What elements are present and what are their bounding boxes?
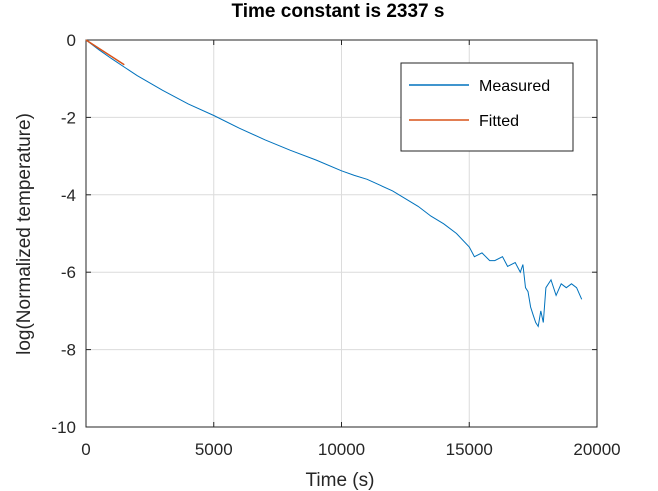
- legend: Measured Fitted: [400, 62, 574, 152]
- series-measured-line: [85, 39, 583, 328]
- x-tick-label: 20000: [573, 440, 620, 459]
- legend-label: Fitted: [479, 113, 519, 130]
- y-tick-label: -2: [61, 108, 76, 127]
- x-tick-label: 0: [81, 440, 90, 459]
- chart-title: Time constant is 2337 s: [232, 1, 445, 22]
- y-tick-label: -6: [61, 263, 76, 282]
- y-tick-label: -10: [51, 418, 76, 437]
- legend-label: Measured: [479, 78, 550, 95]
- x-axis-label: Time (s): [306, 470, 375, 491]
- legend-box: [400, 62, 574, 152]
- x-tick-label: 15000: [446, 440, 493, 459]
- ticks: 0 5000 10000 15000 20000 0 -2 -4 -6 -8 -10: [51, 31, 620, 459]
- series-fitted-line: [85, 39, 125, 66]
- y-tick-label: -8: [61, 341, 76, 360]
- x-tick-label: 5000: [195, 440, 233, 459]
- x-tick-label: 10000: [318, 440, 365, 459]
- y-tick-label: -4: [61, 186, 76, 205]
- plot-area: [85, 39, 583, 328]
- y-tick-label: 0: [67, 31, 76, 50]
- y-axis-label: log(Normalized temperature): [14, 113, 35, 355]
